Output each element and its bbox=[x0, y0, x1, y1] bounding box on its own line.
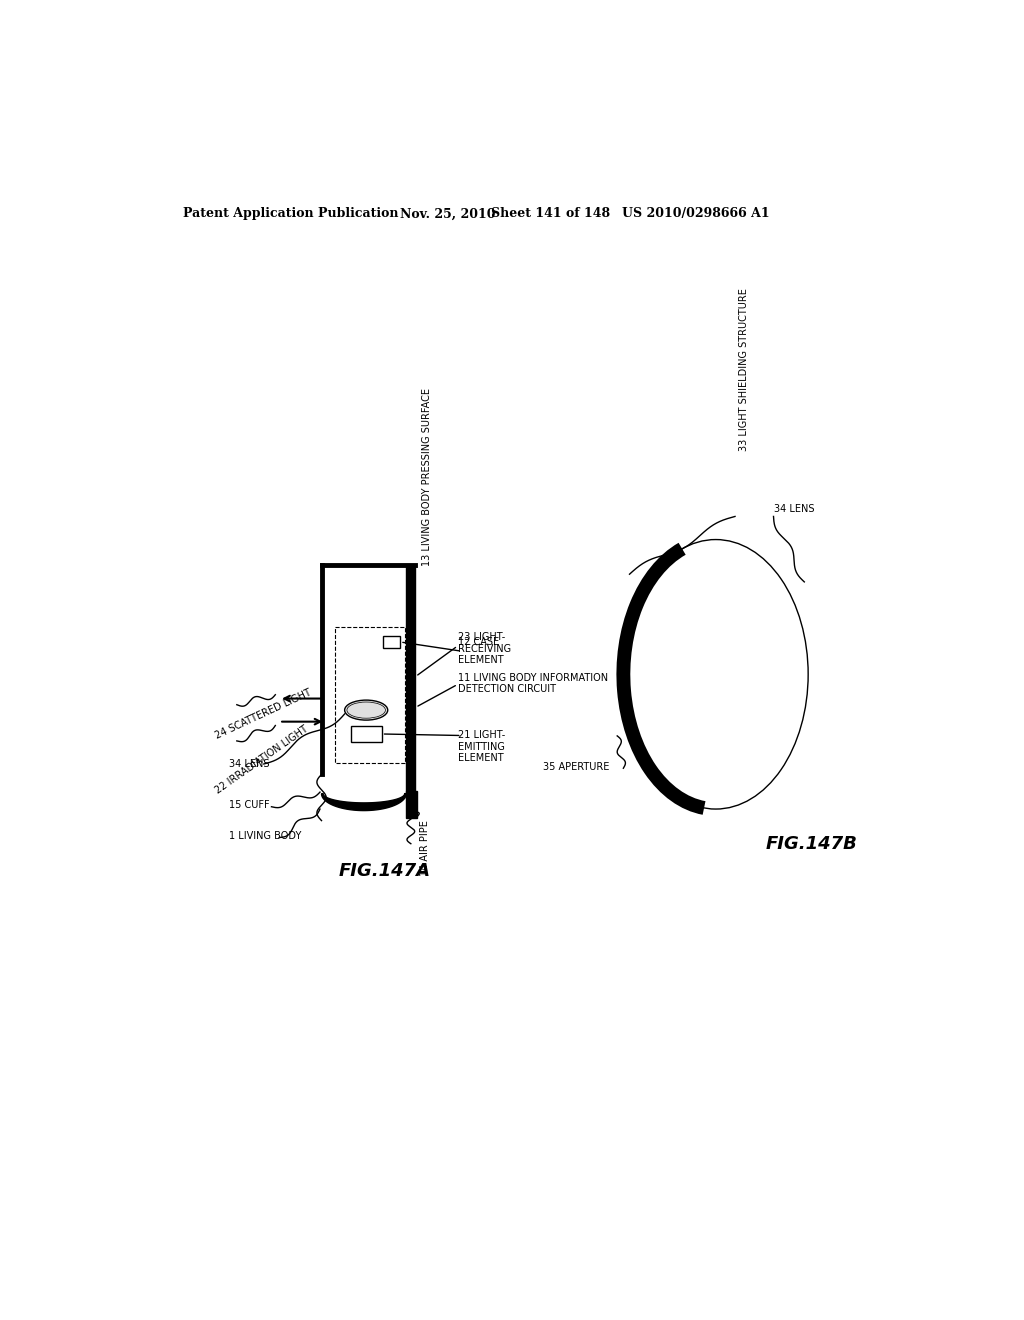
Text: 11 LIVING BODY INFORMATION
DETECTION CIRCUIT: 11 LIVING BODY INFORMATION DETECTION CIR… bbox=[458, 673, 608, 694]
Text: 21 LIGHT-
EMITTING
ELEMENT: 21 LIGHT- EMITTING ELEMENT bbox=[458, 730, 505, 763]
Text: 23 LIGHT-
RECEIVING
ELEMENT: 23 LIGHT- RECEIVING ELEMENT bbox=[458, 632, 511, 665]
Text: 33 LIGHT SHIELDING STRUCTURE: 33 LIGHT SHIELDING STRUCTURE bbox=[739, 288, 749, 451]
Text: 15 CUFF: 15 CUFF bbox=[229, 800, 269, 810]
Bar bbox=[407, 565, 416, 797]
Bar bbox=[383, 636, 400, 648]
Polygon shape bbox=[322, 793, 407, 810]
Text: US 2010/0298666 A1: US 2010/0298666 A1 bbox=[622, 207, 769, 220]
Text: 35 APERTURE: 35 APERTURE bbox=[543, 762, 609, 772]
Ellipse shape bbox=[345, 700, 388, 721]
Text: 12 CASE: 12 CASE bbox=[458, 638, 499, 647]
Text: Nov. 25, 2010: Nov. 25, 2010 bbox=[400, 207, 496, 220]
Text: 14 AIR PIPE: 14 AIR PIPE bbox=[420, 821, 430, 876]
Bar bbox=[407, 792, 417, 818]
Bar bbox=[351, 726, 382, 742]
Text: 13 LIVING BODY PRESSING SURFACE: 13 LIVING BODY PRESSING SURFACE bbox=[422, 388, 432, 566]
Text: 24 SCATTERED LIGHT: 24 SCATTERED LIGHT bbox=[214, 688, 313, 741]
Text: FIG.147B: FIG.147B bbox=[766, 834, 858, 853]
Text: 1 LIVING BODY: 1 LIVING BODY bbox=[229, 832, 301, 841]
Text: 22 IRRADIATION LIGHT: 22 IRRADIATION LIGHT bbox=[214, 725, 310, 796]
Ellipse shape bbox=[624, 540, 808, 809]
Text: FIG.147A: FIG.147A bbox=[339, 862, 430, 879]
Text: Sheet 141 of 148: Sheet 141 of 148 bbox=[490, 207, 610, 220]
Bar bbox=[336, 627, 404, 763]
Text: 34 LENS: 34 LENS bbox=[229, 759, 269, 770]
Text: 34 LENS: 34 LENS bbox=[773, 504, 814, 513]
Text: Patent Application Publication: Patent Application Publication bbox=[183, 207, 398, 220]
